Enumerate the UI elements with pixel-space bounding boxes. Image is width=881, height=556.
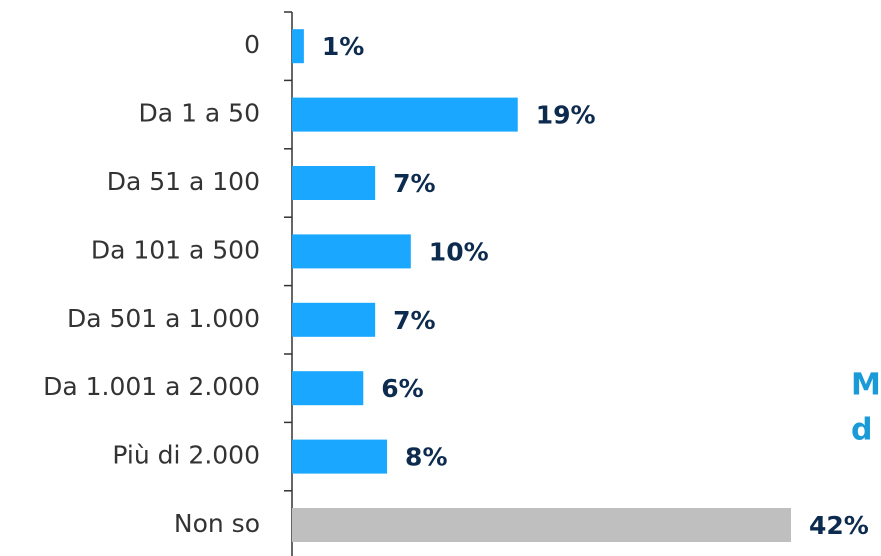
category-label: Da 1.001 a 2.000 (43, 372, 260, 401)
value-label: 7% (393, 306, 435, 335)
category-label: Da 501 a 1.000 (67, 304, 260, 333)
bar (292, 29, 304, 64)
category-label: 0 (244, 30, 260, 59)
value-label: 10% (429, 237, 489, 266)
category-label: Più di 2.000 (112, 441, 260, 470)
value-label: 8% (405, 443, 447, 472)
bar (292, 439, 388, 474)
bar (292, 234, 411, 269)
annotation: M (851, 368, 881, 403)
category-label: Da 101 a 500 (91, 235, 260, 264)
bar (292, 371, 364, 406)
annotation: d (851, 413, 872, 448)
bar (292, 166, 376, 200)
category-label: Da 51 a 100 (107, 167, 260, 196)
category-label: Da 1 a 50 (139, 99, 260, 128)
value-label: 6% (381, 374, 423, 403)
value-label: 7% (393, 169, 435, 198)
bar (292, 97, 518, 132)
bar (292, 302, 376, 337)
value-label: 19% (536, 101, 596, 130)
value-label: 42% (809, 511, 869, 540)
value-label: 1% (322, 32, 364, 61)
bar (292, 508, 791, 542)
category-label: Non so (174, 509, 260, 538)
